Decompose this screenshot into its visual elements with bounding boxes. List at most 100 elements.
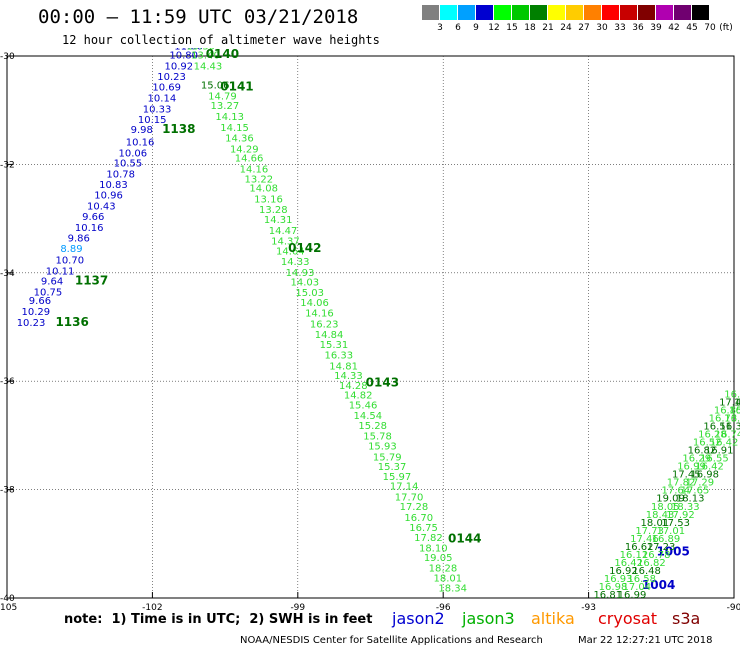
legend-label: 36	[632, 23, 644, 33]
pass-time-label: 1005	[656, 545, 689, 559]
swh-value: 16.62	[625, 542, 654, 553]
swh-value: 16.33	[324, 350, 353, 361]
swh-value: 16.21	[729, 406, 740, 417]
swh-value: 16.51	[703, 422, 732, 433]
swh-value: 14.06	[300, 298, 329, 309]
lat-tick-label: -36	[0, 377, 15, 387]
legend-cryosat: cryosat	[598, 609, 658, 628]
swh-value: 9.64	[41, 277, 63, 288]
swh-value: 14.43	[194, 62, 223, 73]
swh-value: 15.79	[373, 452, 402, 463]
swh-value: 16.89	[652, 534, 681, 545]
timestamp-text: Mar 22 12:27:21 UTC 2018	[578, 635, 713, 646]
swh-value: 10.23	[17, 318, 46, 329]
swh-value: 15.78	[363, 432, 392, 443]
swh-value: 16.52	[693, 438, 722, 449]
swh-value: 13.28	[259, 205, 288, 216]
legend-label: 33	[614, 23, 626, 33]
swh-value: 16.90	[724, 389, 740, 400]
swh-value: 17.64	[661, 486, 690, 497]
legend-label: 27	[578, 23, 590, 33]
lon-tick-label: -96	[436, 603, 451, 613]
swh-value: 16.29	[682, 454, 711, 465]
swh-value: 16.23	[310, 320, 339, 331]
swh-value: 15.93	[368, 441, 397, 452]
swh-value: 17.14	[390, 482, 419, 493]
swh-value: 17.45	[672, 470, 701, 481]
pass-time-label: 0140	[206, 47, 239, 61]
legend-swatch	[530, 5, 547, 20]
legend-swatch	[638, 5, 655, 20]
swh-value: 10.43	[87, 201, 116, 212]
swh-value: 16.48	[632, 566, 661, 577]
swh-value: 9.66	[82, 212, 104, 223]
legend-swatch	[566, 5, 583, 20]
swh-value: 13.16	[254, 194, 283, 205]
swh-value: 15.06	[201, 81, 230, 92]
swh-value: 14.08	[249, 184, 278, 195]
swh-value: 19.05	[424, 553, 453, 564]
swh-value: 14.16	[305, 309, 334, 320]
legend-swatch	[512, 5, 529, 20]
swh-value: 10.55	[114, 159, 143, 170]
legend-label: 18	[524, 23, 536, 33]
swh-value: 14.33	[334, 371, 363, 382]
pass-time-label: 0142	[288, 241, 321, 255]
swh-value: 9.66	[29, 296, 51, 307]
swh-value: 16.98	[690, 470, 719, 481]
swh-value: 16.12	[620, 550, 649, 561]
lon-tick-label: -90	[727, 603, 740, 613]
swh-value: 14.36	[225, 134, 254, 145]
swh-value: 13.40	[191, 51, 220, 62]
swh-value: 16.70	[404, 513, 433, 524]
swh-value: 16.55	[700, 454, 729, 465]
swh-value: 10.83	[99, 180, 128, 191]
map-frame	[6, 55, 735, 599]
swh-value: 14.03	[291, 277, 320, 288]
swh-value: 15.46	[349, 400, 378, 411]
lon-tick-label: -102	[142, 603, 162, 613]
legend-swatch	[692, 5, 709, 20]
swh-value: 10.80	[169, 51, 198, 62]
swh-value: 16.28	[698, 430, 727, 441]
swh-value: 18.34	[438, 583, 467, 594]
swh-value: 16.81	[593, 590, 622, 601]
swh-value: 17.92	[666, 510, 695, 521]
swh-value: 14.47	[269, 226, 298, 237]
swh-value: 16.33	[719, 422, 740, 433]
swh-value: 14.15	[220, 123, 249, 134]
swh-value: 15.03	[295, 288, 324, 299]
swh-value: 16.91	[705, 446, 734, 457]
swh-value: 17.28	[400, 502, 429, 513]
pass-time-label: 0144	[448, 532, 481, 546]
swh-value: 16.98	[599, 582, 628, 593]
lon-tick-label: -105	[0, 603, 17, 613]
swh-value: 14.29	[230, 144, 259, 155]
swh-value: 10.78	[106, 169, 135, 180]
legend-label: 30	[596, 23, 608, 33]
swh-value: 14.93	[286, 268, 315, 279]
swh-value: 16.99	[618, 590, 647, 601]
swh-value: 17.46	[630, 534, 659, 545]
legend-swatch	[656, 5, 673, 20]
credit-text: NOAA/NESDIS Center for Satellite Applica…	[240, 635, 543, 646]
legend-altika: altika	[531, 609, 575, 628]
swh-value: 16.42	[710, 438, 739, 449]
lat-tick-label: -34	[0, 269, 15, 279]
swh-value: 16.72	[739, 389, 740, 400]
legend-swatch	[476, 5, 493, 20]
legend-label: 42	[668, 23, 680, 33]
swh-value: 14.16	[240, 165, 269, 176]
swh-value: 14.37	[271, 237, 300, 248]
legend-swatch	[602, 5, 619, 20]
legend-swatch	[458, 5, 475, 20]
swh-value: 16.74	[715, 430, 740, 441]
swh-value: 18.01	[434, 574, 463, 585]
swh-value: 18.10	[419, 543, 448, 554]
legend-swatch	[440, 5, 457, 20]
swh-value: 16.75	[409, 523, 438, 534]
swh-value: 14.84	[315, 330, 344, 341]
swh-value: 11.66	[174, 41, 203, 52]
swh-value: 15.31	[320, 340, 349, 351]
pass-time-label: 0141	[220, 80, 253, 94]
